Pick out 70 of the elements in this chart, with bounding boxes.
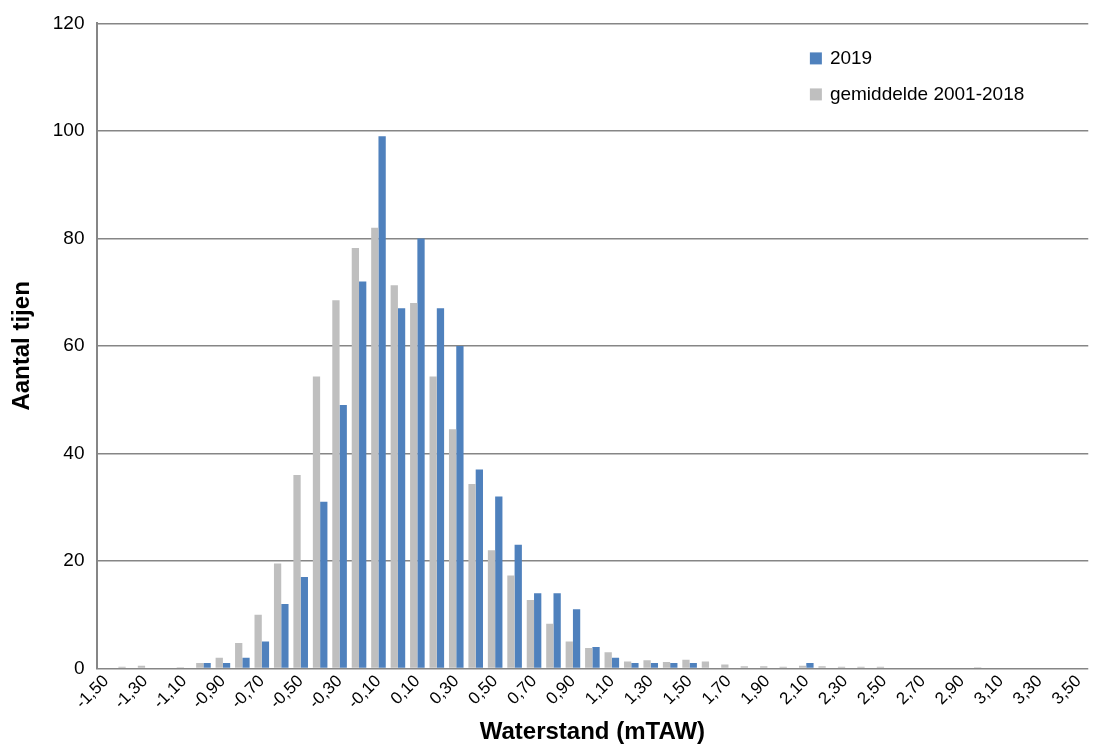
bar <box>806 663 814 668</box>
bar <box>448 429 457 668</box>
bar <box>417 238 425 668</box>
bar <box>662 661 671 668</box>
bar <box>514 544 522 668</box>
y-axis-title: Aantal tijen <box>7 281 35 411</box>
bar <box>254 614 262 668</box>
x-tick-label: 0,10 <box>386 671 424 709</box>
bar <box>339 405 347 668</box>
bar <box>487 550 496 668</box>
y-tick-label: 80 <box>63 226 85 248</box>
bar <box>235 643 243 668</box>
bar <box>332 300 340 668</box>
bar <box>534 593 542 668</box>
bar <box>604 652 612 668</box>
bar <box>495 496 503 668</box>
bar <box>650 663 659 668</box>
bar <box>293 474 301 668</box>
x-axis-title: Waterstand (mTAW) <box>479 717 706 745</box>
bar <box>546 623 554 668</box>
bar <box>507 575 515 668</box>
y-tick-label: 100 <box>52 119 85 141</box>
bar <box>196 663 204 668</box>
bar <box>242 657 250 668</box>
bar <box>261 641 270 668</box>
bar <box>456 345 464 668</box>
bar <box>281 603 289 668</box>
bar <box>371 227 379 668</box>
bar <box>623 661 632 668</box>
bar <box>572 609 581 668</box>
bar <box>273 563 282 668</box>
bar <box>429 376 437 668</box>
bar <box>222 663 231 668</box>
bar <box>390 285 398 668</box>
bar <box>359 281 367 668</box>
y-tick-label: 20 <box>63 549 85 571</box>
bar <box>410 302 418 668</box>
bar <box>689 663 697 668</box>
bar <box>300 577 308 668</box>
bar <box>436 308 445 668</box>
x-tick-label: 0,50 <box>464 671 502 709</box>
y-tick-label: 120 <box>52 11 85 33</box>
y-tick-label: 60 <box>63 334 85 356</box>
bar <box>643 660 651 668</box>
bar <box>611 657 620 668</box>
x-tick-label: 0,30 <box>425 671 463 709</box>
bar <box>203 663 211 668</box>
bar <box>526 600 535 668</box>
bar <box>682 659 690 668</box>
bar <box>553 593 561 668</box>
bar <box>631 663 639 668</box>
x-tick-label: 0,70 <box>503 671 541 709</box>
bar <box>565 641 573 668</box>
bar <box>670 663 678 668</box>
bar <box>215 657 223 668</box>
legend-label: 2019 <box>829 46 873 68</box>
bar <box>721 664 729 668</box>
bar <box>351 248 360 668</box>
y-tick-label: 40 <box>63 441 85 463</box>
y-tick-label: 0 <box>73 656 85 678</box>
bar <box>312 376 321 668</box>
legend-label: gemiddelde 2001-2018 <box>829 82 1025 104</box>
bar <box>468 484 476 668</box>
bar <box>397 308 406 668</box>
bar <box>475 469 483 668</box>
bar <box>585 647 593 668</box>
bar <box>320 501 328 668</box>
bar <box>701 661 710 668</box>
bar <box>378 136 386 668</box>
bar <box>592 646 600 668</box>
